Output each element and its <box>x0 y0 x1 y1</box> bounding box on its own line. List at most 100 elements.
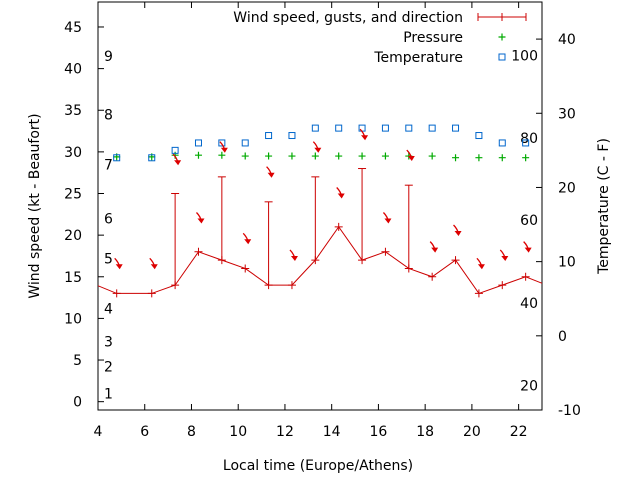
wind-direction-arrow-head <box>314 147 322 153</box>
wind-direction-arrow <box>359 128 369 141</box>
x-tick-label: 4 <box>94 424 103 440</box>
pressure-point <box>218 151 226 159</box>
pressure-point <box>522 154 530 162</box>
pressure-point <box>194 151 202 159</box>
wind-direction-arrow <box>336 187 345 199</box>
wind-direction-arrow-head <box>524 247 532 253</box>
pressure-point <box>428 152 436 160</box>
pressure-point <box>498 154 506 162</box>
y-left-tick-label: 10 <box>64 311 82 327</box>
beaufort-scale: 1 2 3 4 5 6 7 8 9 <box>104 49 113 402</box>
beaufort-label: 3 <box>104 335 113 351</box>
wind-speed-point <box>334 222 343 231</box>
wind-speed-point <box>241 264 250 273</box>
wind-direction-arrow <box>406 149 415 162</box>
wind-speed-point <box>498 281 507 290</box>
chart-frame <box>97 1 543 411</box>
y-left-tick-label: 40 <box>64 62 82 78</box>
y-right-tick-label: 10 <box>558 255 576 271</box>
pressure-point <box>171 151 179 159</box>
y-left-tick-label: 15 <box>64 270 82 286</box>
beaufort-label: 5 <box>104 251 113 267</box>
legend: Wind speed, gusts, and direction Pressure… <box>233 10 527 66</box>
wind-speed-point <box>112 289 121 298</box>
beaufort-label: 6 <box>104 211 113 227</box>
y-axis-left: 0 5 10 15 20 25 30 35 40 45 <box>64 20 104 411</box>
x-axis: 4 6 8 10 12 14 16 18 20 22 <box>94 2 528 440</box>
wind-speed-point <box>543 281 551 289</box>
pressure-point <box>288 152 296 160</box>
y-right-tick-label: 0 <box>558 329 567 345</box>
y-left-tick-label: 45 <box>64 20 82 36</box>
x-tick-label: 6 <box>140 424 149 440</box>
wind-direction-arrow-head <box>337 193 345 199</box>
pressure-point <box>241 152 249 160</box>
wind-direction-arrow <box>289 249 298 261</box>
wind-speed-line <box>98 225 542 295</box>
wind-direction-arrow-head <box>407 156 415 162</box>
temperature-point <box>218 139 226 147</box>
wind-direction-arrow <box>312 141 322 153</box>
wind-direction-arrow <box>499 249 509 261</box>
wind-direction-arrow <box>266 166 275 178</box>
pressure-point <box>475 154 483 162</box>
fahrenheit-label: 20 <box>520 379 538 395</box>
temperature-point <box>452 124 460 132</box>
x-tick-label: 22 <box>510 424 528 440</box>
y-left-tick-label: 20 <box>64 228 82 244</box>
wind-direction-arrow-head <box>501 255 509 261</box>
x-tick-label: 20 <box>463 424 481 440</box>
wind-direction-arrow-head <box>454 230 462 236</box>
wind-speed-series <box>82 168 551 298</box>
wind-direction-arrow-head <box>174 160 182 166</box>
y-left-tick-label: 0 <box>73 395 82 411</box>
y-left-tick-label: 25 <box>64 187 82 203</box>
wind-direction-arrow <box>242 232 252 245</box>
wind-direction-arrow-head <box>477 264 485 270</box>
wind-direction-arrow-head <box>115 264 123 270</box>
wind-speed-point <box>451 256 460 265</box>
temperature-point <box>405 124 413 132</box>
wind-direction-arrow <box>476 257 485 270</box>
wind-direction-arrow <box>382 212 392 224</box>
wind-speed-point <box>474 289 483 298</box>
pressure-point <box>358 152 366 160</box>
wind-direction-arrow <box>172 153 182 166</box>
temperature-point <box>288 132 296 140</box>
x-tick-label: 14 <box>323 424 341 440</box>
wind-direction-arrow <box>149 257 158 270</box>
legend-label: Wind speed, gusts, and direction <box>233 10 463 26</box>
wind-speed-point <box>147 289 156 298</box>
wind-direction-arrow-head <box>384 218 392 224</box>
wind-speed-point <box>428 272 437 281</box>
wind-direction-arrow-head <box>290 255 298 261</box>
y-left-tick-label: 35 <box>64 103 82 119</box>
y-left-tick-label: 30 <box>64 145 82 161</box>
wind-direction-arrow <box>429 241 439 253</box>
wind-direction-arrow-head <box>431 247 439 253</box>
wind-direction-arrows <box>114 128 532 270</box>
y-right-tick-label: -10 <box>558 403 581 419</box>
wind-direction-arrow-head <box>361 135 369 141</box>
wind-direction-arrow-head <box>150 264 158 270</box>
beaufort-label: 7 <box>104 157 113 173</box>
fahrenheit-label: 40 <box>520 296 538 312</box>
wind-direction-arrow-head <box>220 147 228 153</box>
temperature-point <box>241 139 249 147</box>
wind-direction-arrow-head <box>244 239 252 245</box>
legend-swatch-plus <box>498 33 506 41</box>
beaufort-label: 1 <box>104 386 113 402</box>
x-tick-label: 8 <box>187 424 196 440</box>
temperature-point <box>428 124 436 132</box>
wind-speed-point <box>82 277 90 285</box>
wind-speed-point <box>381 247 390 256</box>
temperature-point <box>171 146 179 154</box>
fahrenheit-scale: 20 40 60 80 100 <box>511 48 538 394</box>
x-tick-label: 10 <box>229 424 247 440</box>
wind-direction-arrow <box>196 212 205 224</box>
x-axis-label: Local time (Europe/Athens) <box>223 458 413 474</box>
temperature-point <box>381 124 389 132</box>
temperature-point <box>335 124 343 132</box>
wind-speed-point <box>521 272 530 281</box>
